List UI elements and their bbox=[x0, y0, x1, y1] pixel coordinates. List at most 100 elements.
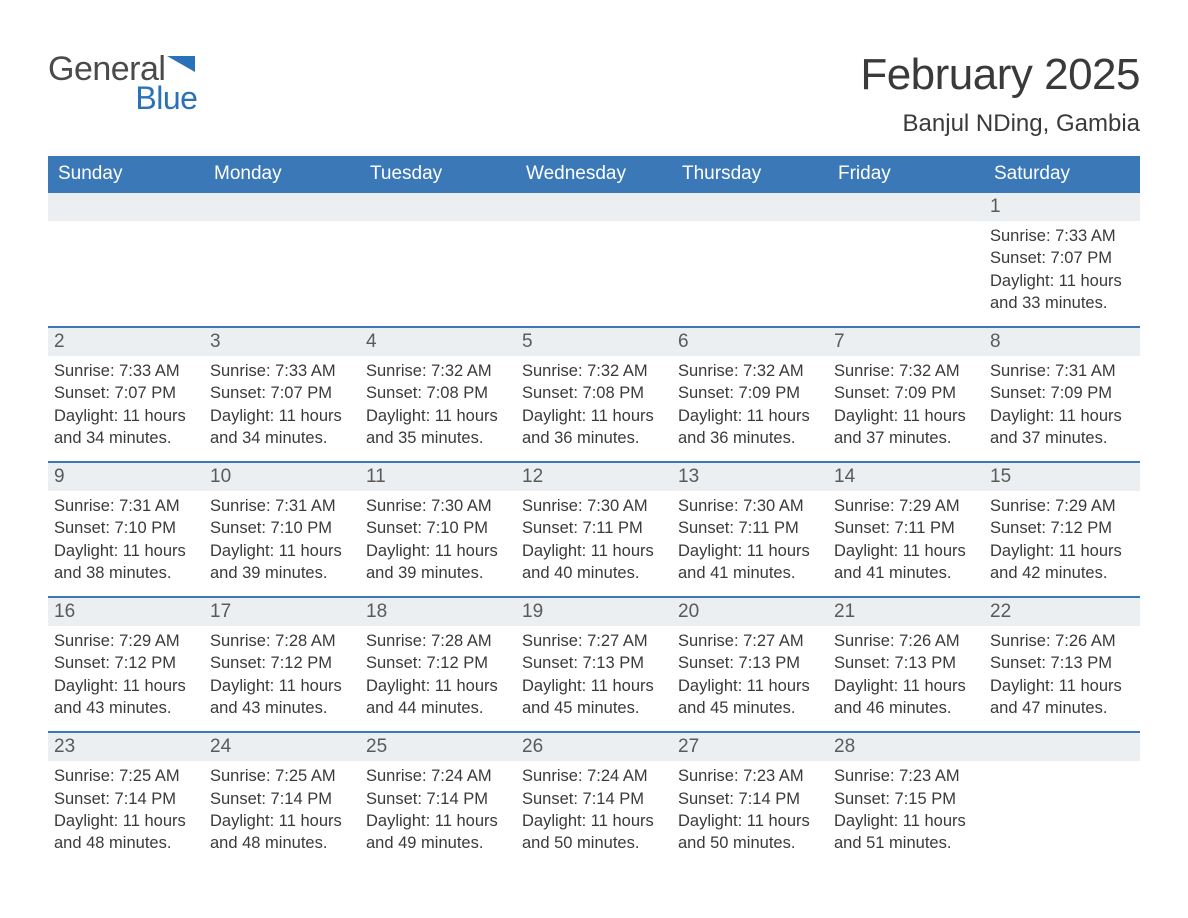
day-cell bbox=[984, 733, 1140, 856]
day-number: 8 bbox=[984, 328, 1140, 356]
weekday-header: Saturday bbox=[984, 156, 1140, 193]
day-cell: 4Sunrise: 7:32 AMSunset: 7:08 PMDaylight… bbox=[360, 328, 516, 451]
day-cell: 23Sunrise: 7:25 AMSunset: 7:14 PMDayligh… bbox=[48, 733, 204, 856]
day-cell: 15Sunrise: 7:29 AMSunset: 7:12 PMDayligh… bbox=[984, 463, 1140, 586]
day-number: 20 bbox=[672, 598, 828, 626]
day-cell bbox=[360, 193, 516, 316]
day-cell bbox=[828, 193, 984, 316]
empty-day-bar bbox=[360, 193, 516, 221]
day-cell: 10Sunrise: 7:31 AMSunset: 7:10 PMDayligh… bbox=[204, 463, 360, 586]
day-details: Sunrise: 7:27 AMSunset: 7:13 PMDaylight:… bbox=[516, 626, 672, 721]
day-cell: 7Sunrise: 7:32 AMSunset: 7:09 PMDaylight… bbox=[828, 328, 984, 451]
day-cell: 14Sunrise: 7:29 AMSunset: 7:11 PMDayligh… bbox=[828, 463, 984, 586]
day-number: 9 bbox=[48, 463, 204, 491]
day-number: 14 bbox=[828, 463, 984, 491]
day-details: Sunrise: 7:24 AMSunset: 7:14 PMDaylight:… bbox=[360, 761, 516, 856]
week-row: 16Sunrise: 7:29 AMSunset: 7:12 PMDayligh… bbox=[48, 596, 1140, 721]
day-number: 13 bbox=[672, 463, 828, 491]
day-details: Sunrise: 7:32 AMSunset: 7:08 PMDaylight:… bbox=[516, 356, 672, 451]
day-number: 21 bbox=[828, 598, 984, 626]
day-cell: 18Sunrise: 7:28 AMSunset: 7:12 PMDayligh… bbox=[360, 598, 516, 721]
header: General Blue February 2025 Banjul NDing,… bbox=[48, 50, 1140, 138]
day-number: 28 bbox=[828, 733, 984, 761]
day-cell: 16Sunrise: 7:29 AMSunset: 7:12 PMDayligh… bbox=[48, 598, 204, 721]
empty-day-bar bbox=[672, 193, 828, 221]
day-details: Sunrise: 7:31 AMSunset: 7:10 PMDaylight:… bbox=[48, 491, 204, 586]
weekday-header: Thursday bbox=[672, 156, 828, 193]
day-cell: 21Sunrise: 7:26 AMSunset: 7:13 PMDayligh… bbox=[828, 598, 984, 721]
day-cell: 3Sunrise: 7:33 AMSunset: 7:07 PMDaylight… bbox=[204, 328, 360, 451]
day-details: Sunrise: 7:29 AMSunset: 7:11 PMDaylight:… bbox=[828, 491, 984, 586]
day-details: Sunrise: 7:33 AMSunset: 7:07 PMDaylight:… bbox=[204, 356, 360, 451]
day-number: 26 bbox=[516, 733, 672, 761]
day-cell: 8Sunrise: 7:31 AMSunset: 7:09 PMDaylight… bbox=[984, 328, 1140, 451]
day-cell: 11Sunrise: 7:30 AMSunset: 7:10 PMDayligh… bbox=[360, 463, 516, 586]
day-cell: 5Sunrise: 7:32 AMSunset: 7:08 PMDaylight… bbox=[516, 328, 672, 451]
day-details: Sunrise: 7:27 AMSunset: 7:13 PMDaylight:… bbox=[672, 626, 828, 721]
logo: General Blue bbox=[48, 50, 199, 114]
day-number: 19 bbox=[516, 598, 672, 626]
day-details: Sunrise: 7:25 AMSunset: 7:14 PMDaylight:… bbox=[204, 761, 360, 856]
weekday-header: Tuesday bbox=[360, 156, 516, 193]
week-row: 1Sunrise: 7:33 AMSunset: 7:07 PMDaylight… bbox=[48, 193, 1140, 316]
week-row: 23Sunrise: 7:25 AMSunset: 7:14 PMDayligh… bbox=[48, 731, 1140, 856]
day-cell: 13Sunrise: 7:30 AMSunset: 7:11 PMDayligh… bbox=[672, 463, 828, 586]
day-cell: 20Sunrise: 7:27 AMSunset: 7:13 PMDayligh… bbox=[672, 598, 828, 721]
day-cell: 24Sunrise: 7:25 AMSunset: 7:14 PMDayligh… bbox=[204, 733, 360, 856]
weekday-header: Sunday bbox=[48, 156, 204, 193]
weekday-header-row: SundayMondayTuesdayWednesdayThursdayFrid… bbox=[48, 156, 1140, 193]
day-cell: 1Sunrise: 7:33 AMSunset: 7:07 PMDaylight… bbox=[984, 193, 1140, 316]
day-number: 15 bbox=[984, 463, 1140, 491]
empty-day-bar bbox=[984, 733, 1140, 761]
empty-day-bar bbox=[516, 193, 672, 221]
day-number: 22 bbox=[984, 598, 1140, 626]
day-details: Sunrise: 7:30 AMSunset: 7:10 PMDaylight:… bbox=[360, 491, 516, 586]
day-number: 6 bbox=[672, 328, 828, 356]
day-details: Sunrise: 7:33 AMSunset: 7:07 PMDaylight:… bbox=[48, 356, 204, 451]
day-number: 3 bbox=[204, 328, 360, 356]
day-number: 11 bbox=[360, 463, 516, 491]
day-cell: 6Sunrise: 7:32 AMSunset: 7:09 PMDaylight… bbox=[672, 328, 828, 451]
day-cell bbox=[48, 193, 204, 316]
day-number: 18 bbox=[360, 598, 516, 626]
day-details: Sunrise: 7:26 AMSunset: 7:13 PMDaylight:… bbox=[984, 626, 1140, 721]
day-cell: 19Sunrise: 7:27 AMSunset: 7:13 PMDayligh… bbox=[516, 598, 672, 721]
week-row: 2Sunrise: 7:33 AMSunset: 7:07 PMDaylight… bbox=[48, 326, 1140, 451]
day-cell: 25Sunrise: 7:24 AMSunset: 7:14 PMDayligh… bbox=[360, 733, 516, 856]
day-details: Sunrise: 7:30 AMSunset: 7:11 PMDaylight:… bbox=[672, 491, 828, 586]
day-cell bbox=[672, 193, 828, 316]
calendar-document: General Blue February 2025 Banjul NDing,… bbox=[0, 0, 1188, 896]
location-label: Banjul NDing, Gambia bbox=[860, 110, 1140, 138]
empty-day-bar bbox=[204, 193, 360, 221]
day-number: 10 bbox=[204, 463, 360, 491]
day-number: 24 bbox=[204, 733, 360, 761]
day-number: 25 bbox=[360, 733, 516, 761]
day-details: Sunrise: 7:23 AMSunset: 7:14 PMDaylight:… bbox=[672, 761, 828, 856]
day-cell bbox=[516, 193, 672, 316]
day-cell: 22Sunrise: 7:26 AMSunset: 7:13 PMDayligh… bbox=[984, 598, 1140, 721]
day-number: 17 bbox=[204, 598, 360, 626]
day-number: 27 bbox=[672, 733, 828, 761]
weekday-header: Friday bbox=[828, 156, 984, 193]
day-details: Sunrise: 7:31 AMSunset: 7:09 PMDaylight:… bbox=[984, 356, 1140, 451]
day-details: Sunrise: 7:33 AMSunset: 7:07 PMDaylight:… bbox=[984, 221, 1140, 316]
day-cell: 27Sunrise: 7:23 AMSunset: 7:14 PMDayligh… bbox=[672, 733, 828, 856]
day-details: Sunrise: 7:28 AMSunset: 7:12 PMDaylight:… bbox=[360, 626, 516, 721]
day-details: Sunrise: 7:29 AMSunset: 7:12 PMDaylight:… bbox=[984, 491, 1140, 586]
weekday-header: Monday bbox=[204, 156, 360, 193]
day-details: Sunrise: 7:32 AMSunset: 7:09 PMDaylight:… bbox=[828, 356, 984, 451]
day-cell: 17Sunrise: 7:28 AMSunset: 7:12 PMDayligh… bbox=[204, 598, 360, 721]
day-details: Sunrise: 7:31 AMSunset: 7:10 PMDaylight:… bbox=[204, 491, 360, 586]
day-details: Sunrise: 7:32 AMSunset: 7:09 PMDaylight:… bbox=[672, 356, 828, 451]
day-details: Sunrise: 7:26 AMSunset: 7:13 PMDaylight:… bbox=[828, 626, 984, 721]
day-number: 7 bbox=[828, 328, 984, 356]
day-cell: 9Sunrise: 7:31 AMSunset: 7:10 PMDaylight… bbox=[48, 463, 204, 586]
day-cell: 26Sunrise: 7:24 AMSunset: 7:14 PMDayligh… bbox=[516, 733, 672, 856]
day-details: Sunrise: 7:30 AMSunset: 7:11 PMDaylight:… bbox=[516, 491, 672, 586]
day-details: Sunrise: 7:23 AMSunset: 7:15 PMDaylight:… bbox=[828, 761, 984, 856]
empty-day-bar bbox=[828, 193, 984, 221]
week-row: 9Sunrise: 7:31 AMSunset: 7:10 PMDaylight… bbox=[48, 461, 1140, 586]
day-number: 1 bbox=[984, 193, 1140, 221]
weekday-header: Wednesday bbox=[516, 156, 672, 193]
day-number: 12 bbox=[516, 463, 672, 491]
